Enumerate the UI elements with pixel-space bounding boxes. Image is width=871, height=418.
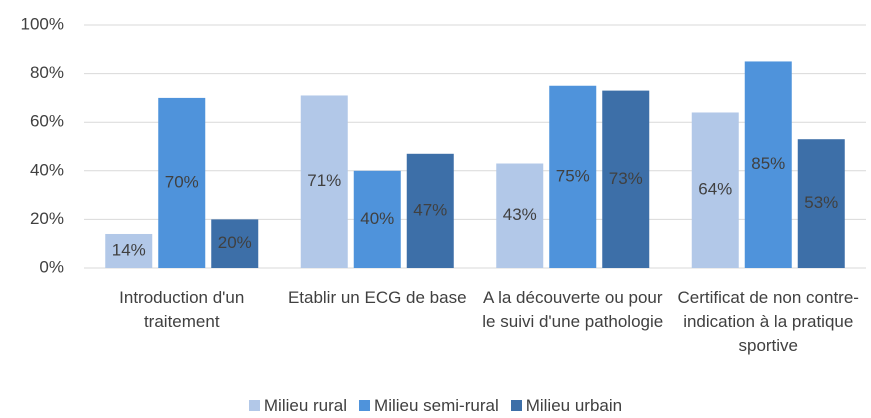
value-label: 14% [112,240,146,259]
legend-label: Milieu urbain [525,396,623,415]
legend-item: Milieu urbain [510,396,623,416]
bar [797,139,845,268]
value-label: 53% [804,193,838,212]
bar [496,163,544,268]
legend-swatch [359,400,371,411]
legend: Milieu rural Milieu semi-rural Milieu urba… [0,396,871,416]
value-label: 73% [609,169,643,188]
x-tick-label: A la découverte ou pour le suivi d'une p… [482,288,664,331]
value-label: 85% [751,154,785,173]
value-label: 43% [503,205,537,224]
bar [744,61,792,269]
legend-item: Milieu semi-rural [359,396,499,416]
value-label: 47% [413,200,447,219]
bar [602,90,650,268]
legend-item: Milieu rural [248,396,348,416]
bar [105,233,153,268]
legend-swatch [248,400,260,411]
bar [549,85,597,268]
bar [211,219,259,268]
y-tick-label: 40% [30,160,64,179]
bar [406,153,454,268]
x-tick-label: Certificat de non contre-indication à la… [677,288,859,355]
value-label: 71% [307,171,341,190]
legend-swatch [510,400,522,411]
x-tick-label: Introduction d'un traitement [119,288,245,331]
x-tick-label: Etablir un ECG de base [287,288,467,307]
bar [353,170,401,268]
y-tick-label: 60% [30,112,64,131]
bar [158,97,206,269]
y-tick-label: 80% [30,63,64,82]
y-tick-label: 100% [21,14,64,33]
y-tick-label: 0% [39,257,64,276]
y-tick-label: 20% [30,209,64,228]
legend-label: Milieu rural [263,396,348,415]
bar [300,95,348,268]
value-label: 20% [218,233,252,252]
value-label: 40% [360,209,394,228]
value-label: 75% [556,166,590,185]
value-label: 64% [698,180,732,199]
legend-label: Milieu semi-rural [374,396,499,415]
value-label: 70% [165,172,199,191]
bar [691,112,739,268]
